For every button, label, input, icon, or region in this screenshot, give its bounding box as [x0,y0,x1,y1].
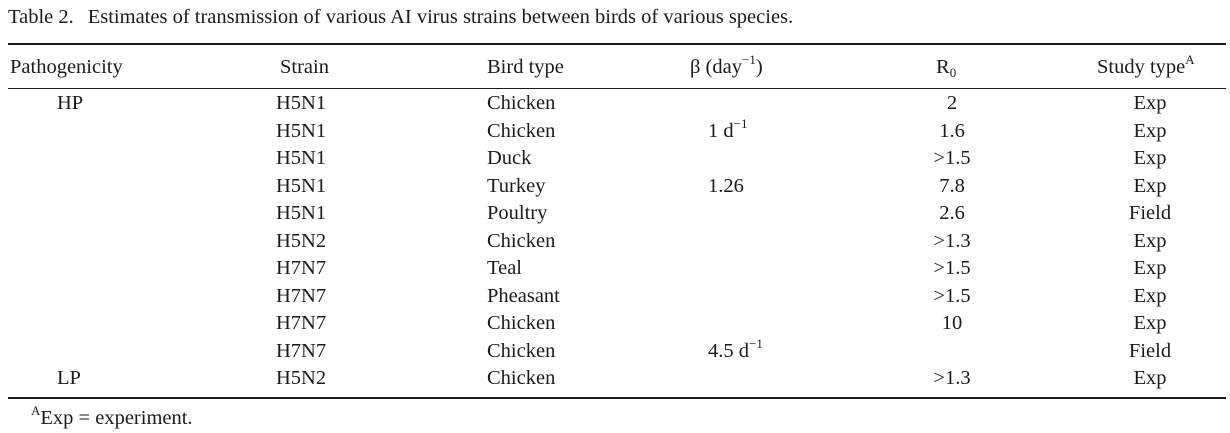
header-beta: β (day−1) [690,53,763,78]
cell-strain: H5N1 [276,92,327,114]
cell-study-type: Exp [1133,229,1167,252]
table-footnote: AExp = experiment. [31,404,193,430]
cell-r0: 2.6 [939,202,965,224]
cell-strain: H5N1 [276,174,327,197]
cell-r0: >1.3 [933,367,971,389]
footnote-text: Exp = experiment. [40,407,193,429]
header-beta-label: β (day [690,56,742,78]
cell-strain: H7N7 [276,257,327,279]
footnote-marker: A [31,403,41,418]
cell-r0: >1.5 [933,257,971,279]
cell-study-type: Field [1128,202,1172,224]
cell-r0: 10 [941,312,963,334]
cell-bird-type: Chicken [487,339,556,362]
header-bird-type: Bird type [487,56,564,78]
cell-study-type: Exp [1133,367,1167,389]
cell-beta-exponent: −1 [733,115,748,131]
cell-r0: >1.3 [933,229,971,252]
cell-beta: 1.26 [708,175,744,197]
table-caption: Table 2. Estimates of transmission of var… [8,6,793,29]
cell-beta: 1 d−1 [708,117,747,142]
cell-strain: H5N1 [276,119,327,142]
header-study-label: Study type [1097,56,1186,78]
cell-study-type: Exp [1133,284,1167,307]
cell-r0: 2 [946,92,958,114]
header-r0: R0 [936,56,957,80]
top-rule [8,43,1226,45]
cell-bird-type: Pheasant [487,284,560,307]
cell-beta: 4.5 d−1 [708,337,763,362]
header-beta-exponent: −1 [741,52,756,67]
cell-study-type: Exp [1133,257,1167,279]
cell-bird-type: Chicken [487,119,556,142]
cell-bird-type: Teal [487,257,522,279]
cell-strain: H7N7 [276,312,327,334]
cell-strain: H5N2 [276,229,327,252]
cell-r0: >1.5 [933,284,971,307]
header-strain: Strain [280,56,329,78]
cell-r0: 1.6 [939,119,965,142]
bottom-rule [8,397,1226,399]
cell-study-type: Exp [1133,147,1167,169]
cell-strain: H7N7 [276,284,327,307]
table-title: Estimates of transmission of various AI … [87,6,794,28]
cell-bird-type: Turkey [487,174,546,197]
header-study-type: Study typeA [1097,53,1195,78]
header-study-footnote-marker: A [1185,52,1195,67]
cell-study-type: Exp [1133,119,1167,142]
cell-r0: >1.5 [933,147,971,169]
cell-study-type: Exp [1133,312,1167,334]
cell-beta-exponent: −1 [749,335,763,351]
cell-bird-type: Chicken [487,367,556,389]
cell-study-type: Field [1128,339,1172,362]
cell-bird-type: Chicken [487,92,556,114]
cell-r0: 7.8 [939,174,965,197]
header-rule [8,88,1226,89]
cell-bird-type: Duck [487,147,532,169]
cell-beta-value: 1.26 [708,174,744,197]
header-pathogenicity: Pathogenicity [10,56,123,78]
header-r0-subscript: 0 [949,65,957,80]
table-number: Table 2. [8,6,74,28]
cell-strain: H5N1 [276,147,327,169]
cell-bird-type: Chicken [487,312,556,334]
cell-pathogenicity: HP [57,92,84,114]
cell-study-type: Exp [1133,92,1167,114]
cell-strain: H5N1 [276,202,327,224]
cell-strain: H5N2 [276,367,327,389]
header-beta-close: ) [755,56,763,78]
cell-beta-value: 1 d [708,119,734,142]
cell-bird-type: Chicken [487,229,556,252]
header-r0-base: R [936,56,950,78]
cell-strain: H7N7 [276,339,327,362]
cell-pathogenicity: LP [57,367,81,389]
cell-study-type: Exp [1133,174,1167,197]
cell-bird-type: Poultry [487,202,548,224]
cell-beta-value: 4.5 d [708,339,749,362]
